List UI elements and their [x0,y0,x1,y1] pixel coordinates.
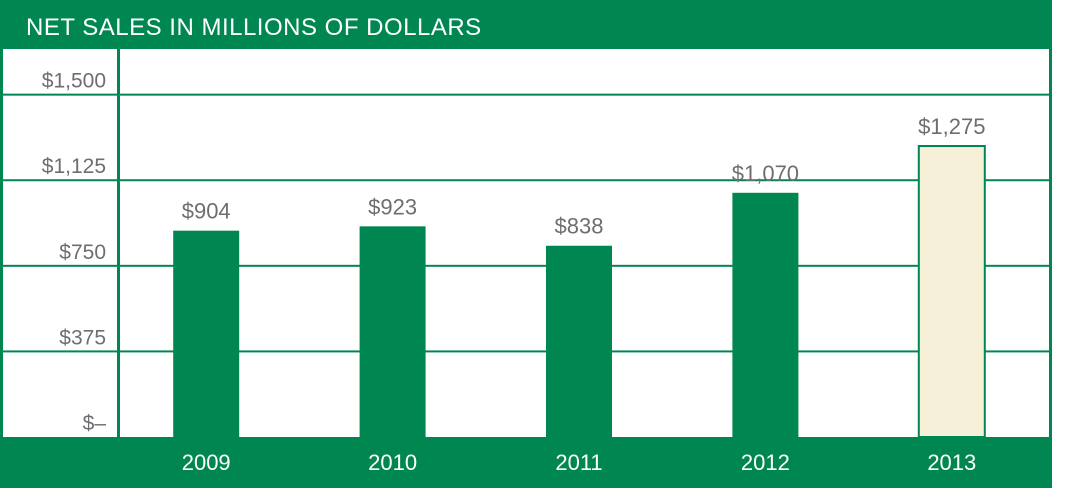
bar-2013 [917,145,986,438]
data-label-2012: $1,070 [732,161,799,186]
data-label-2011: $838 [555,214,604,239]
bar-2009 [173,230,240,437]
y-tick-label: $750 [59,241,106,264]
bar-2012 [732,192,799,437]
y-tick-label: $1,125 [42,155,106,178]
y-tick-label: $1,500 [42,70,106,93]
gridline-750 [3,264,1049,267]
y-tick-label: $375 [59,326,106,349]
y-axis-ticks: $– $375 $750 $1,125 $1,500 [42,70,107,435]
x-category-2010: 2010 [368,450,417,475]
bar-2010 [359,226,426,437]
bars [173,145,986,438]
x-category-2011: 2011 [555,450,602,475]
grid-lines [3,93,1049,353]
x-category-2013: 2013 [927,450,976,475]
data-labels: $904 $923 $838 $1,070 $1,275 [182,114,986,239]
chart-title: NET SALES IN MILLIONS OF DOLLARS [26,14,482,41]
gridline-375 [3,350,1049,353]
data-label-2013: $1,275 [918,114,985,139]
x-axis-categories: 2009 2010 2011 2012 2013 [182,450,977,475]
y-axis-line [117,49,120,437]
data-label-2010: $923 [368,194,417,219]
x-category-2012: 2012 [741,450,790,475]
y-tick-label: $– [83,412,107,435]
bar-2011 [546,245,612,437]
plot-background [3,49,1049,437]
gridline-1500 [3,93,1049,96]
gridline-1125 [3,179,1049,182]
x-category-2009: 2009 [182,450,231,475]
data-label-2009: $904 [182,199,231,224]
